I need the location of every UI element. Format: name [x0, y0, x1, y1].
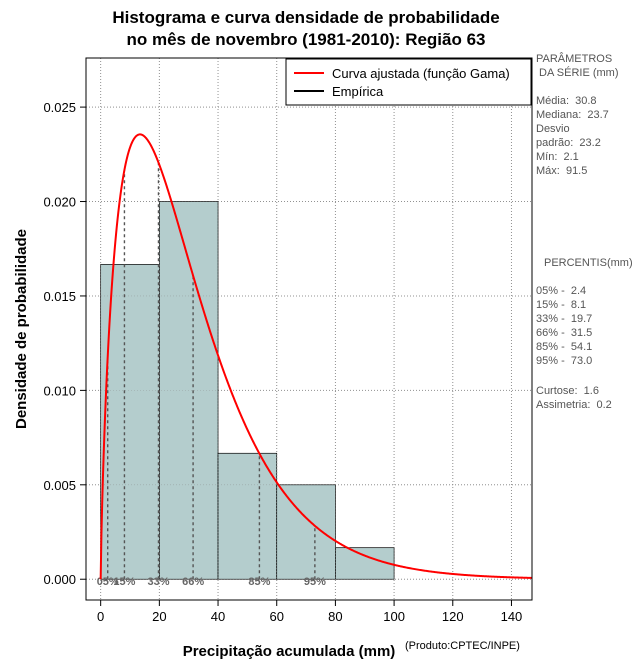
legend-label-2: Empírica	[332, 84, 384, 99]
percentile-label-5: 85%	[248, 576, 270, 588]
y-axis-title: Densidade de probabilidade	[13, 229, 30, 429]
percentile-label-2: 15%	[113, 576, 135, 588]
x-tick-label: 80	[328, 609, 342, 624]
x-tick-label: 0	[97, 609, 104, 624]
plot-frame	[85, 57, 533, 601]
legend-box	[285, 58, 532, 106]
y-tick-label: 0.005	[43, 478, 76, 493]
params-title: PARÂMETROS DA SÉRIE (mm)	[536, 53, 619, 79]
chart-title-line1: Histograma e curva densidade de probabil…	[112, 8, 500, 27]
gamma-curve-line	[99, 133, 533, 580]
y-tick-label: 0.025	[43, 100, 76, 115]
histogram-bar-4	[276, 484, 336, 580]
y-tick-label: 0.010	[43, 383, 76, 398]
x-tick-label: 120	[442, 609, 464, 624]
percentile-label-3: 33%	[147, 576, 169, 588]
y-tick-label: 0.000	[43, 572, 76, 587]
percentile-label-6: 95%	[304, 576, 326, 588]
y-tick-label: 0.020	[43, 195, 76, 210]
chart-title-line2: no mês de novembro (1981-2010): Região 6…	[126, 30, 486, 49]
x-tick-label: 60	[269, 609, 283, 624]
percentile-label-4: 66%	[182, 576, 204, 588]
x-tick-label: 140	[501, 609, 523, 624]
shape-stats: Curtose: 1.6 Assimetria: 0.2	[536, 385, 612, 411]
y-tick-label: 0.015	[43, 289, 76, 304]
percentis-title: PERCENTIS(mm)	[544, 257, 633, 269]
percentile-label-1: 05%	[97, 576, 119, 588]
params-values: Média: 30.8 Mediana: 23.7 Desvio padrão:…	[536, 95, 609, 177]
histogram-bar-5	[335, 547, 395, 580]
histogram-bar-3	[217, 452, 278, 580]
percentis-values: 05% - 2.4 15% - 8.1 33% - 19.7 66% - 31.…	[536, 285, 593, 367]
x-tick-label: 40	[211, 609, 225, 624]
x-tick-label: 20	[152, 609, 166, 624]
x-axis-title: Precipitação acumulada (mm)	[183, 643, 396, 660]
credit-note: (Produto:CPTEC/INPE)	[405, 640, 520, 652]
x-tick-label: 100	[383, 609, 405, 624]
legend-label-1: Curva ajustada (função Gama)	[332, 66, 510, 81]
